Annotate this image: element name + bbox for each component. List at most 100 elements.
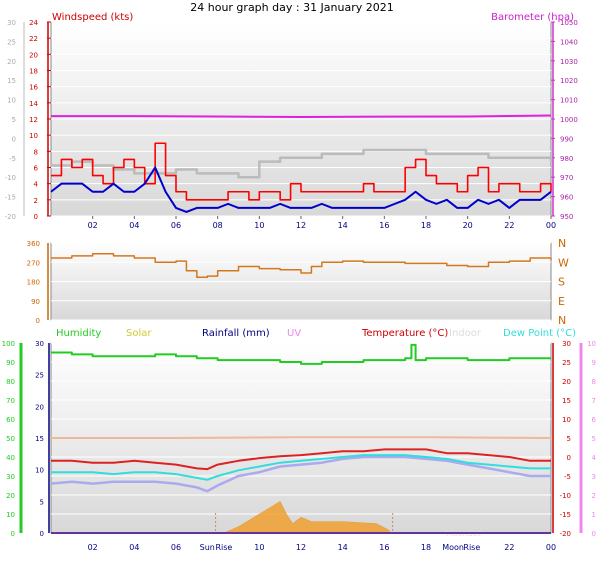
x-tick-label: 16 [379,543,389,552]
y-tick-left: 24 [29,19,38,27]
uv-tick: 2 [592,492,596,500]
rainfall-tick: 5 [40,498,44,506]
humidity-tick: 30 [6,473,15,481]
x-tick-label: Moon [442,543,464,552]
x-tick-label: 20 [463,221,473,230]
legend-entry: Humidity [56,328,101,339]
y-tick-outer: 25 [7,38,16,46]
y-tick-left: 18 [29,68,38,76]
humidity-tick: 70 [6,397,15,405]
x-tick-label: 00 [546,543,556,552]
humidity-tick: 60 [6,416,15,424]
x-tick-label: 02 [88,543,98,552]
compass-label: S [558,276,565,289]
x-tick-label: 12 [296,543,306,552]
humidity-tick: 100 [2,340,15,348]
y-tick-right: 980 [560,155,573,163]
x-tick-label: 12 [296,221,306,230]
x-tick-label: 22 [504,221,514,230]
y-tick-right: 1030 [560,58,578,66]
uv-tick: 8 [592,378,596,386]
right-axis-title: Barometer (hpa) [491,12,574,23]
uv-tick: 1 [592,511,596,519]
rainfall-tick: 0 [40,530,44,538]
rainfall-tick: 30 [35,340,44,348]
x-tick-label: 18 [421,543,431,552]
wind-average-line [50,166,552,213]
temperature-tick: 5 [567,435,571,443]
x-tick-label: 08 [213,221,223,230]
x-tick-label: 02 [88,221,98,230]
rainfall-tick: 25 [35,372,44,380]
humidity-tick: 90 [6,359,15,367]
x-tick-label: 04 [129,221,139,230]
temperature-tick: 0 [567,454,571,462]
wind-direction-line [51,252,552,278]
y-tick-right: 1010 [560,97,578,105]
y-tick-left: 8 [34,148,38,156]
y-tick-left: 4 [34,181,39,189]
legend-entry: Dew Point (°C) [503,328,576,339]
x-tick-label: 14 [338,221,348,230]
y-tick-right: 950 [560,213,573,221]
humidity-tick: 20 [6,492,15,500]
legend-entry: Rainfall (mm) [202,328,270,339]
temperature-tick: -20 [560,530,571,538]
wind-barometer-panel: 302520151050-5-10-15-2024222018161412108… [5,12,578,230]
dew-point-line [51,454,551,481]
y-tick-right: 970 [560,174,573,182]
left-axis-title: Windspeed (kts) [52,12,133,23]
humidity-tick: 0 [11,530,15,538]
rainfall-tick: 20 [35,403,44,411]
temperature-tick: 10 [562,416,571,424]
uv-tick: 10 [587,340,596,348]
y-tick-right: 1020 [560,77,578,85]
y-tick-left: 14 [29,100,38,108]
temperature-tick: -5 [564,473,571,481]
x-tick-label: 18 [421,221,431,230]
solar-area [223,500,392,534]
uv-tick: 6 [592,416,597,424]
x-tick-label: 10 [254,543,264,552]
y-tick-right: 990 [560,135,573,143]
chart-title: 24 hour graph day : 31 January 2021 [190,1,394,14]
y-tick-left: 12 [29,116,38,124]
y-tick-outer: -5 [9,155,16,163]
temperature-tick: -10 [560,492,571,500]
temperature-humidity-panel: 1009080706050403020100302520151050302520… [2,328,597,552]
x-tick-label: 16 [379,221,389,230]
y-tick-outer: -20 [5,213,16,221]
y-tick-right: 960 [560,194,573,202]
temperature-tick: 25 [562,359,571,367]
y-tick-left: 6 [34,165,39,173]
x-tick-label: 06 [171,221,181,230]
y-tick-left: 0 [34,213,38,221]
y-tick-left: 20 [29,51,38,59]
y-tick-left: 2 [34,197,38,205]
y-tick-outer: 5 [12,116,16,124]
legend-entry: Solar [126,328,152,339]
direction-tick: 270 [27,259,40,267]
direction-tick: 90 [31,298,40,306]
rainfall-tick: 15 [35,435,44,443]
y-tick-outer: -15 [5,194,16,202]
x-tick-label: 00 [546,221,556,230]
direction-tick: 180 [27,279,40,287]
temperature-tick: -15 [560,511,571,519]
direction-tick: 360 [27,240,40,248]
ghost-series-line [51,148,553,179]
uv-tick: 5 [592,435,596,443]
humidity-tick: 40 [6,454,15,462]
y-tick-outer: 15 [7,77,16,85]
humidity-tick: 50 [6,435,15,443]
legend-entry: UV [287,328,301,339]
x-tick-label: 06 [171,543,181,552]
y-tick-left: 10 [29,132,38,140]
uv-tick: 9 [592,359,596,367]
y-tick-right: 1040 [560,38,578,46]
apparent-temperature-line [50,455,551,493]
barometer-line [51,114,552,119]
y-tick-right: 1050 [560,19,578,27]
